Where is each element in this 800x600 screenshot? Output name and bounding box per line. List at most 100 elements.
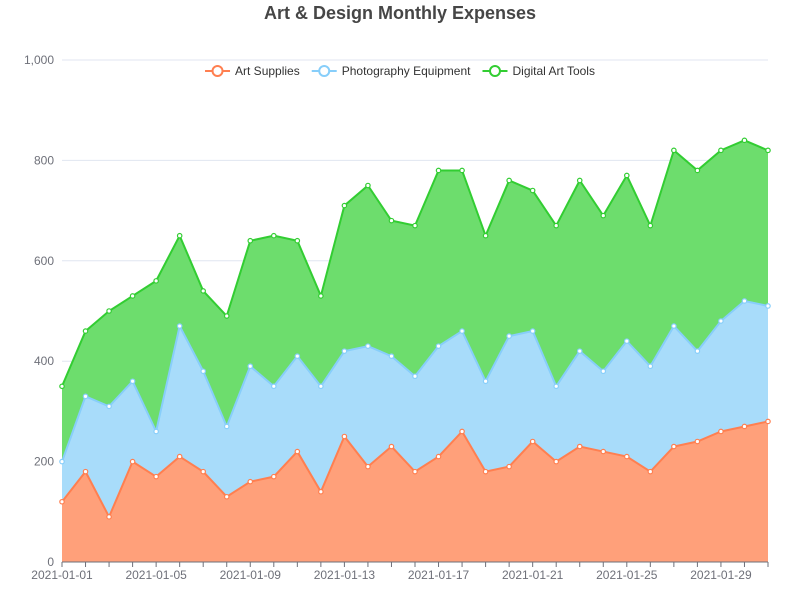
data-point[interactable] [365, 182, 371, 189]
x-tick-label: 2021-01-29 [690, 568, 752, 582]
data-point[interactable] [318, 488, 324, 495]
data-point[interactable] [223, 493, 230, 500]
data-point[interactable] [435, 453, 442, 460]
data-point[interactable] [741, 137, 748, 144]
legend-item-digital-art-tools[interactable]: Digital Art Tools [482, 64, 595, 78]
data-point[interactable] [176, 323, 183, 329]
data-point[interactable] [506, 463, 512, 470]
data-point[interactable] [200, 368, 207, 375]
data-point[interactable] [647, 222, 654, 229]
data-point[interactable] [247, 478, 254, 485]
data-point[interactable] [153, 473, 159, 480]
data-point[interactable] [694, 438, 701, 445]
data-point[interactable] [482, 468, 489, 475]
data-point[interactable] [623, 453, 630, 460]
data-point[interactable] [765, 303, 771, 309]
data-point[interactable] [506, 333, 512, 339]
data-point[interactable] [153, 428, 159, 435]
data-point[interactable] [200, 288, 207, 294]
data-point[interactable] [529, 328, 536, 334]
data-point[interactable] [294, 353, 301, 359]
data-point[interactable] [671, 323, 677, 329]
data-point[interactable] [59, 383, 65, 390]
data-point[interactable] [576, 348, 583, 354]
data-point[interactable] [671, 443, 677, 450]
data-point[interactable] [576, 177, 583, 184]
data-point[interactable] [529, 187, 536, 194]
data-point[interactable] [106, 308, 112, 314]
data-point[interactable] [741, 298, 748, 304]
data-point[interactable] [765, 147, 771, 154]
data-point[interactable] [82, 393, 89, 400]
data-point[interactable] [600, 212, 607, 219]
data-point[interactable] [459, 167, 465, 174]
data-point[interactable] [435, 167, 442, 174]
data-point[interactable] [270, 232, 277, 239]
data-point[interactable] [59, 498, 65, 505]
x-tick-label: 2021-01-25 [596, 568, 658, 582]
data-point[interactable] [412, 373, 418, 380]
data-point[interactable] [459, 328, 465, 334]
data-point[interactable] [694, 167, 701, 174]
data-point[interactable] [482, 232, 489, 239]
data-point[interactable] [718, 147, 724, 154]
data-point[interactable] [294, 448, 301, 455]
data-point[interactable] [459, 428, 465, 435]
data-point[interactable] [365, 343, 371, 349]
data-point[interactable] [765, 418, 771, 425]
data-point[interactable] [59, 458, 65, 465]
data-point[interactable] [647, 363, 654, 370]
data-point[interactable] [482, 378, 489, 385]
data-point[interactable] [223, 423, 230, 430]
data-point[interactable] [388, 443, 395, 450]
data-point[interactable] [247, 363, 254, 370]
data-point[interactable] [718, 428, 724, 435]
data-point[interactable] [718, 318, 724, 324]
data-point[interactable] [553, 222, 560, 229]
data-point[interactable] [200, 468, 207, 475]
data-point[interactable] [647, 468, 654, 475]
data-point[interactable] [623, 338, 630, 344]
data-point[interactable] [318, 383, 324, 390]
data-point[interactable] [318, 293, 324, 299]
data-point[interactable] [270, 473, 277, 480]
data-point[interactable] [82, 468, 89, 475]
data-point[interactable] [671, 147, 677, 154]
data-point[interactable] [294, 237, 301, 244]
area-photography-equipment [62, 300, 768, 517]
data-point[interactable] [176, 453, 183, 460]
data-point[interactable] [106, 514, 112, 520]
legend-item-art-supplies[interactable]: Art Supplies [205, 64, 300, 78]
data-point[interactable] [365, 463, 371, 470]
data-point[interactable] [600, 448, 607, 455]
data-point[interactable] [741, 423, 748, 430]
data-point[interactable] [341, 202, 348, 209]
data-point[interactable] [412, 222, 418, 229]
data-point[interactable] [82, 328, 89, 334]
y-tick-label: 600 [34, 254, 54, 268]
data-point[interactable] [176, 232, 183, 239]
data-point[interactable] [435, 343, 442, 349]
data-point[interactable] [576, 443, 583, 450]
data-point[interactable] [270, 383, 277, 390]
data-point[interactable] [153, 278, 159, 284]
data-point[interactable] [247, 237, 254, 244]
data-point[interactable] [223, 313, 230, 319]
data-point[interactable] [129, 378, 136, 385]
data-point[interactable] [412, 468, 418, 475]
data-point[interactable] [106, 403, 112, 410]
data-point[interactable] [553, 458, 560, 465]
legend-item-photography-equipment[interactable]: Photography Equipment [311, 64, 471, 78]
data-point[interactable] [506, 177, 512, 184]
data-point[interactable] [694, 348, 701, 354]
data-point[interactable] [623, 172, 630, 179]
data-point[interactable] [388, 217, 395, 224]
data-point[interactable] [553, 383, 560, 390]
data-point[interactable] [129, 458, 136, 465]
data-point[interactable] [129, 293, 136, 299]
data-point[interactable] [529, 438, 536, 445]
data-point[interactable] [388, 353, 395, 359]
data-point[interactable] [341, 433, 348, 440]
data-point[interactable] [600, 368, 607, 375]
data-point[interactable] [341, 348, 348, 354]
